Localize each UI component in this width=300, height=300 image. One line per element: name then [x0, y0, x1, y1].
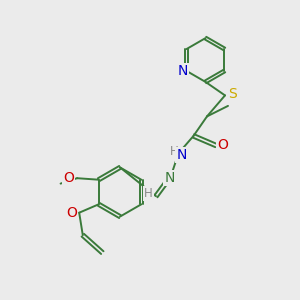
Text: N: N — [176, 148, 187, 162]
Text: H: H — [169, 145, 178, 158]
Text: S: S — [228, 87, 237, 101]
Text: N: N — [178, 64, 188, 78]
Text: O: O — [217, 139, 228, 152]
Text: N: N — [164, 171, 175, 185]
Text: O: O — [63, 171, 74, 185]
Text: H: H — [144, 187, 153, 200]
Text: O: O — [66, 206, 77, 220]
